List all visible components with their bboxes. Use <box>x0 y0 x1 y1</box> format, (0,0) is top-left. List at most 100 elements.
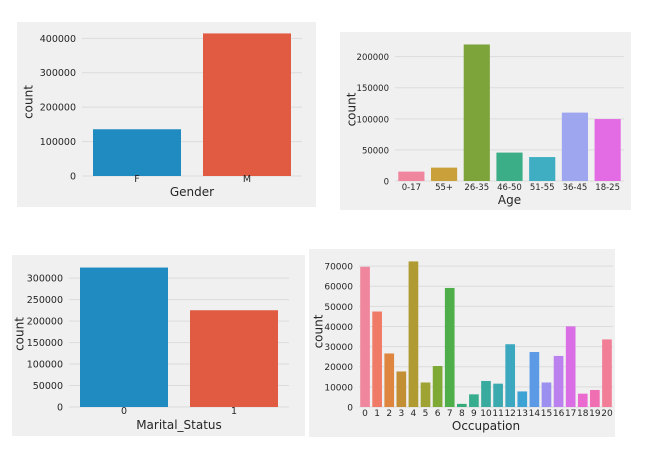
bar <box>493 383 503 407</box>
x-tick-label: 12 <box>504 409 515 419</box>
x-tick-label: 6 <box>435 409 441 419</box>
y-tick-label: 100000 <box>27 360 63 371</box>
bar <box>432 366 443 407</box>
x-tick-label: 9 <box>471 409 477 419</box>
y-tick-label: 200000 <box>27 317 63 328</box>
x-tick-label: 16 <box>553 409 565 419</box>
bar <box>444 287 455 407</box>
y-tick-label: 300000 <box>40 68 76 79</box>
x-tick-label: 0 <box>121 406 127 417</box>
y-tick-label: 30000 <box>324 343 353 353</box>
y-tick-label: 250000 <box>27 295 63 306</box>
x-tick-label: 18 <box>577 409 589 419</box>
y-tick-label: 20000 <box>324 363 353 373</box>
x-axis-label: Occupation <box>452 419 520 433</box>
bar <box>505 344 516 407</box>
bar <box>565 326 576 407</box>
x-tick-label: 10 <box>480 409 492 419</box>
bar <box>561 112 589 181</box>
x-tick-label: 19 <box>589 409 601 419</box>
y-tick-label: 100000 <box>40 137 76 148</box>
bar <box>577 393 588 407</box>
y-tick-label: 50000 <box>362 146 389 156</box>
bar <box>541 382 552 407</box>
x-tick-label: 26-35 <box>464 183 489 193</box>
x-axis-label: Marital_Status <box>136 418 222 432</box>
y-tick-label: 50000 <box>324 303 353 313</box>
y-axis-label: count <box>312 314 326 348</box>
y-tick-label: 0 <box>57 403 63 414</box>
y-tick-label: 0 <box>384 178 389 188</box>
bar <box>360 266 370 407</box>
bar <box>80 267 168 407</box>
x-tick-label: 51-55 <box>530 183 555 193</box>
y-tick-label: 150000 <box>357 84 389 94</box>
bar <box>203 33 291 176</box>
x-tick-label: 1 <box>374 409 380 419</box>
x-tick-label: 4 <box>411 409 417 419</box>
x-tick-label: 7 <box>447 409 453 419</box>
y-tick-label: 400000 <box>40 34 76 45</box>
y-tick-label: 0 <box>347 404 353 414</box>
y-tick-label: 150000 <box>27 338 63 349</box>
y-tick-label: 10000 <box>324 383 353 393</box>
bar <box>463 44 490 182</box>
x-tick-label: M <box>243 174 251 185</box>
bar <box>420 382 431 407</box>
bar <box>496 152 523 181</box>
y-axis-label: count <box>22 85 36 119</box>
bar <box>529 157 556 181</box>
x-tick-label: 2 <box>386 409 392 419</box>
y-tick-label: 100000 <box>357 115 389 125</box>
bar <box>517 391 528 407</box>
bar <box>553 355 564 407</box>
x-tick-label: 17 <box>565 409 576 419</box>
y-tick-label: 70000 <box>324 263 353 273</box>
y-tick-label: 40000 <box>324 323 353 333</box>
x-tick-label: 11 <box>492 409 503 419</box>
bar <box>408 261 419 407</box>
x-tick-label: 5 <box>423 409 429 419</box>
y-axis-label: count <box>13 317 27 351</box>
y-tick-label: 60000 <box>324 283 353 293</box>
x-axis-label: Gender <box>170 185 214 199</box>
x-tick-label: 36-45 <box>563 183 588 193</box>
x-tick-label: 15 <box>541 409 552 419</box>
bar <box>398 171 425 181</box>
bar <box>481 380 491 407</box>
x-tick-label: 0-17 <box>402 183 421 193</box>
bar <box>93 129 181 176</box>
y-axis-label: count <box>345 92 359 126</box>
bar <box>529 352 540 407</box>
bar <box>190 310 278 407</box>
y-tick-label: 200000 <box>357 53 389 63</box>
x-tick-label: 0 <box>362 409 368 419</box>
y-tick-label: 200000 <box>40 103 76 114</box>
bar <box>594 119 621 181</box>
bar <box>590 389 600 407</box>
gender-count-chart: 0 100000 200000 300000 400000 F M Gender count <box>17 22 316 207</box>
bar <box>456 403 467 407</box>
bar <box>430 167 458 181</box>
x-tick-label: 14 <box>529 409 541 419</box>
y-tick-label: 50000 <box>33 381 63 392</box>
y-tick-label: 0 <box>70 172 76 183</box>
x-axis-label: Age <box>498 193 521 207</box>
x-tick-label: 3 <box>398 409 404 419</box>
x-tick-label: 18-25 <box>595 183 620 193</box>
bar <box>469 394 479 407</box>
bar <box>396 371 407 407</box>
x-tick-label: 13 <box>517 409 528 419</box>
marital-status-count-chart: 0 50000 100000 150000 200000 250000 300000 0 1 Ma… <box>12 255 305 436</box>
bar <box>602 339 612 407</box>
y-tick-label: 300000 <box>27 274 63 285</box>
x-tick-label: F <box>134 174 139 185</box>
age-count-chart: 0 50000 100000 150000 200000 0-17 55+ 26-35 46-5… <box>340 32 631 210</box>
x-tick-label: 55+ <box>435 183 453 193</box>
bar <box>384 353 395 407</box>
x-tick-label: 1 <box>231 406 237 417</box>
x-tick-label: 8 <box>459 409 465 419</box>
x-tick-label: 46-50 <box>497 183 522 193</box>
bar <box>372 311 382 407</box>
